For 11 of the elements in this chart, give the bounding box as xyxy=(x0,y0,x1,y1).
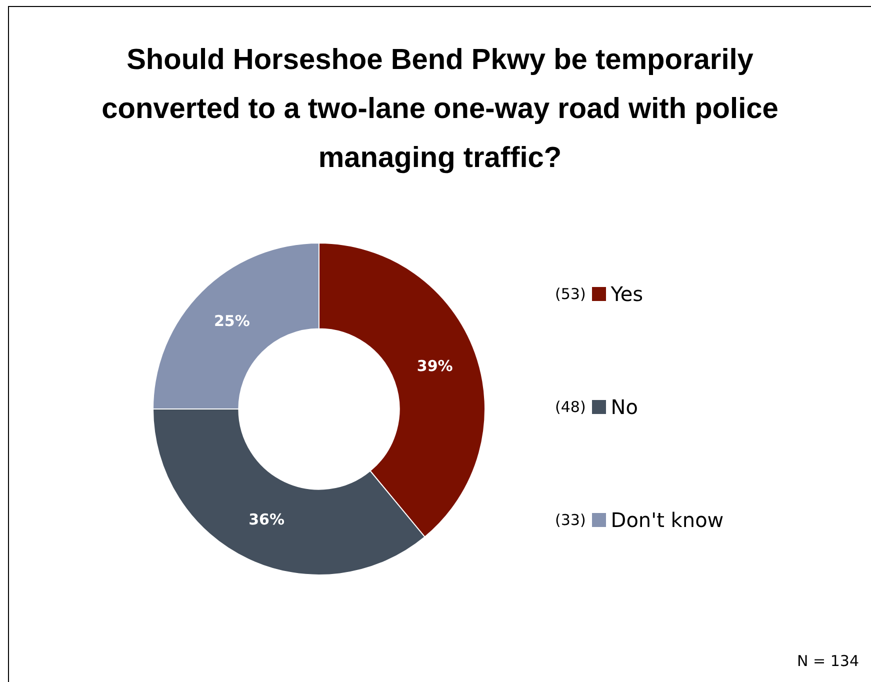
data-label: 39% xyxy=(416,357,453,376)
text: N = 134 xyxy=(797,652,859,670)
text: (48) xyxy=(555,398,586,416)
legend-label: No xyxy=(610,395,638,419)
legend-label: Don't know xyxy=(610,508,724,532)
text: (53) xyxy=(555,285,586,303)
data-label: 25% xyxy=(214,312,250,330)
data-label: 36% xyxy=(248,510,285,528)
text: (33) xyxy=(555,511,586,529)
legend-label: Yes xyxy=(610,282,644,306)
chart-title: Should Horseshoe Bend Pkwy be temporarily converted to a two-lane one-way road with police managing traffic? xyxy=(100,43,780,176)
